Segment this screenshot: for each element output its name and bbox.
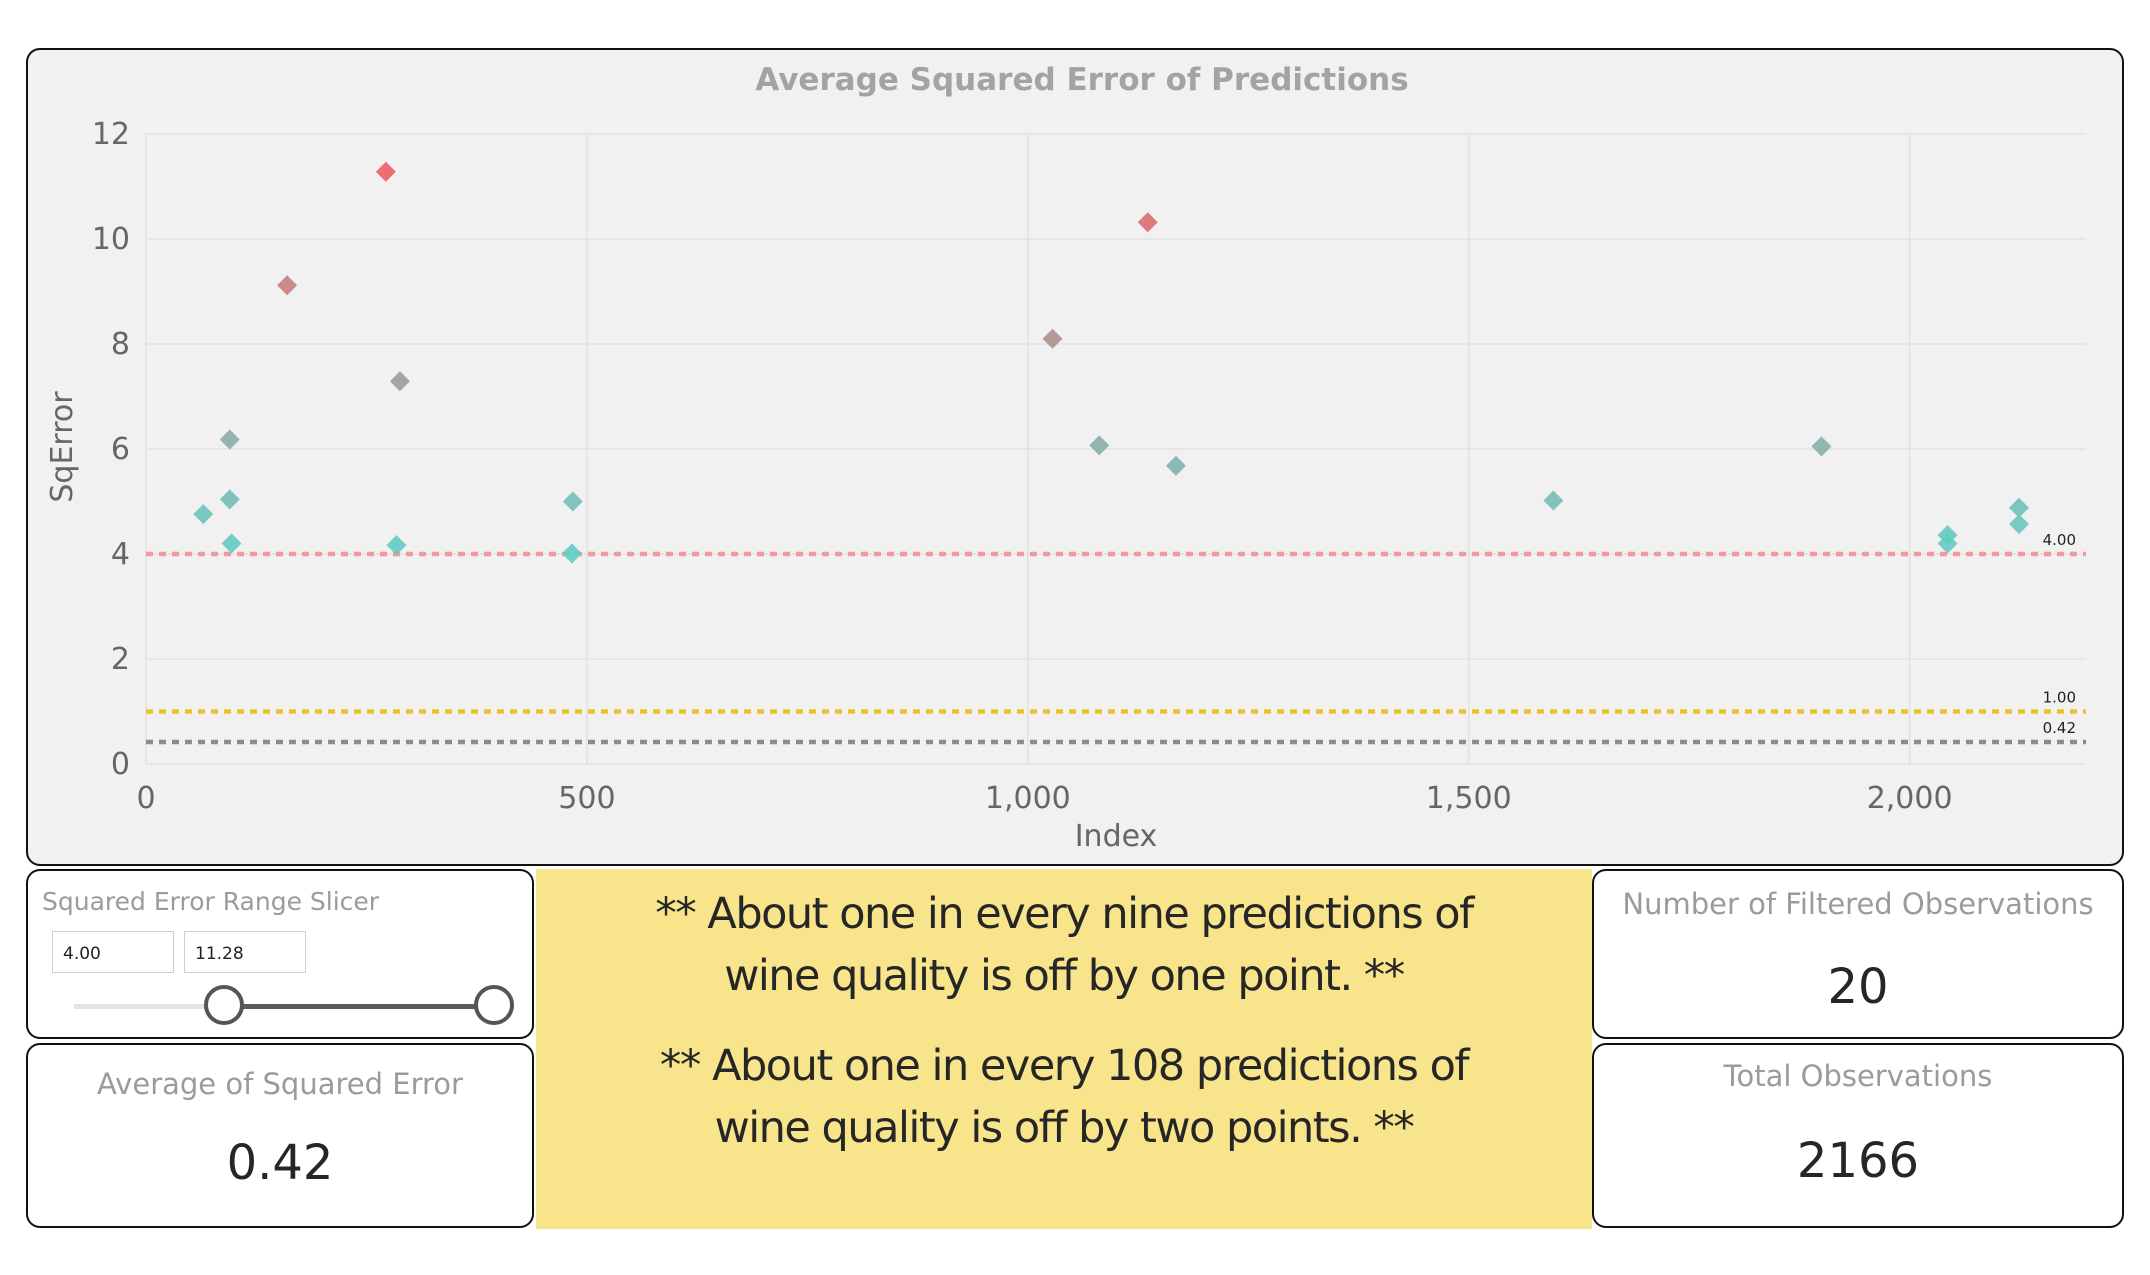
data-point[interactable] — [2008, 497, 2029, 518]
slicer-min-input[interactable]: 4.00 — [52, 931, 174, 973]
data-point[interactable] — [1165, 455, 1186, 476]
data-point[interactable] — [219, 489, 240, 510]
insight-note-two-points: ** About one in every 108 predictions of… — [536, 1035, 1592, 1159]
slider-max-handle[interactable] — [474, 985, 514, 1025]
data-point[interactable] — [386, 535, 407, 556]
slicer-max-input[interactable]: 11.28 — [184, 931, 306, 973]
note-2-line-2: wine quality is off by two points. ** — [714, 1103, 1415, 1153]
filtered-observations-card: Number of Filtered Observations 20 — [1592, 869, 2124, 1039]
reference-line-label: 4.00 — [2043, 531, 2076, 549]
data-point[interactable] — [1042, 328, 1063, 349]
total-card-label: Total Observations — [1723, 1059, 1993, 1093]
chart-title: Average Squared Error of Predictions — [755, 62, 1408, 98]
data-point[interactable] — [221, 533, 242, 554]
insight-note-one-point: ** About one in every nine predictions o… — [536, 883, 1592, 1007]
x-tick-label: 1,500 — [1426, 781, 1512, 816]
average-squared-error-card: Average of Squared Error 0.42 — [26, 1043, 534, 1228]
data-point[interactable] — [1811, 436, 1832, 457]
x-tick-label: 0 — [136, 781, 155, 816]
x-tick-label: 500 — [558, 781, 615, 816]
x-axis-label: Index — [1075, 819, 1158, 854]
reference-line-label: 0.42 — [2043, 719, 2076, 737]
data-point[interactable] — [2008, 514, 2029, 535]
total-observations-card: Total Observations 2166 — [1592, 1043, 2124, 1228]
avg-card-label: Average of Squared Error — [97, 1067, 463, 1101]
total-card-value: 2166 — [1796, 1133, 1920, 1189]
data-point[interactable] — [277, 275, 298, 296]
data-point[interactable] — [561, 543, 582, 564]
data-point[interactable] — [1937, 533, 1958, 554]
y-tick-label: 2 — [111, 642, 130, 677]
data-point[interactable] — [562, 491, 583, 512]
scatter-chart[interactable]: Average Squared Error of Predictions 4.0… — [28, 50, 2122, 864]
y-tick-label: 0 — [111, 747, 130, 782]
slider-selected-range — [224, 1004, 494, 1009]
data-point[interactable] — [1089, 435, 1110, 456]
filtered-card-value: 20 — [1827, 959, 1889, 1015]
insight-note-box: ** About one in every nine predictions o… — [536, 869, 1592, 1229]
data-point[interactable] — [1137, 212, 1158, 233]
slider-min-handle[interactable] — [204, 985, 244, 1025]
data-point[interactable] — [375, 161, 396, 182]
y-tick-label: 6 — [111, 432, 130, 467]
y-tick-label: 12 — [92, 117, 130, 152]
x-tick-label: 2,000 — [1867, 781, 1953, 816]
data-point[interactable] — [219, 429, 240, 450]
note-1-line-2: wine quality is off by one point. ** — [724, 951, 1405, 1001]
scatter-chart-card: Average Squared Error of Predictions 4.0… — [26, 48, 2124, 866]
data-point[interactable] — [193, 504, 214, 525]
note-1-line-1: ** About one in every nine predictions o… — [655, 889, 1474, 939]
data-point[interactable] — [389, 371, 410, 392]
y-tick-label: 4 — [111, 537, 130, 572]
filtered-card-label: Number of Filtered Observations — [1622, 887, 2094, 921]
x-tick-label: 1,000 — [985, 781, 1071, 816]
y-tick-label: 8 — [111, 327, 130, 362]
data-point[interactable] — [1543, 490, 1564, 511]
y-axis-label: SqError — [45, 391, 80, 503]
y-tick-label: 10 — [92, 222, 130, 257]
slicer-title: Squared Error Range Slicer — [42, 887, 380, 916]
note-2-line-1: ** About one in every 108 predictions of — [659, 1041, 1470, 1091]
reference-line-label: 1.00 — [2043, 689, 2076, 707]
avg-card-value: 0.42 — [226, 1135, 334, 1191]
squared-error-range-slicer: Squared Error Range Slicer 4.00 11.28 — [26, 869, 534, 1039]
